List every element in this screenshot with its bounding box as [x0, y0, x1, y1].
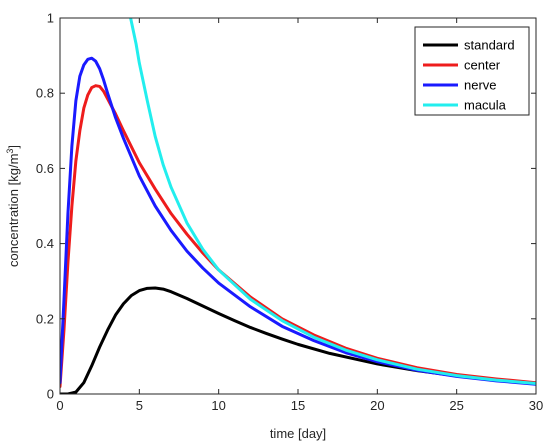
y-tick-label: 1 — [47, 11, 54, 26]
y-tick-label: 0.4 — [36, 236, 54, 251]
x-tick-label: 20 — [370, 398, 384, 413]
x-axis-title: time [day] — [270, 426, 326, 441]
legend-label-center: center — [464, 58, 501, 73]
x-tick-label: 30 — [529, 398, 543, 413]
y-axis-title-suffix: ] — [6, 145, 21, 149]
y-axis-title: concentration [kg/m3] — [5, 145, 21, 267]
x-tick-label: 0 — [56, 398, 63, 413]
x-tick-label: 15 — [291, 398, 305, 413]
y-tick-label: 0 — [47, 387, 54, 402]
series-line-center — [60, 84, 536, 388]
y-axis-title-main: concentration [kg/m — [6, 154, 21, 267]
series-line-standard — [60, 286, 536, 394]
y-tick-label: 0.2 — [36, 311, 54, 326]
legend-label-nerve: nerve — [464, 78, 497, 93]
series-line-macula — [129, 18, 536, 385]
x-tick-label: 10 — [211, 398, 225, 413]
legend: standard center nerve macula — [414, 26, 530, 116]
series-line-nerve — [60, 56, 536, 386]
series-layer — [60, 18, 536, 394]
y-axis-title-superscript: 3 — [5, 149, 15, 154]
legend-box — [414, 26, 530, 116]
legend-label-macula: macula — [464, 98, 507, 113]
tick-layer: 0 5 10 15 20 25 30 0 0.2 0.4 0.6 0.8 1 — [36, 11, 543, 414]
x-tick-label: 5 — [136, 398, 143, 413]
x-tick-label: 25 — [449, 398, 463, 413]
y-tick-label: 0.8 — [36, 86, 54, 101]
legend-label-standard: standard — [464, 38, 515, 53]
y-tick-label: 0.6 — [36, 161, 54, 176]
